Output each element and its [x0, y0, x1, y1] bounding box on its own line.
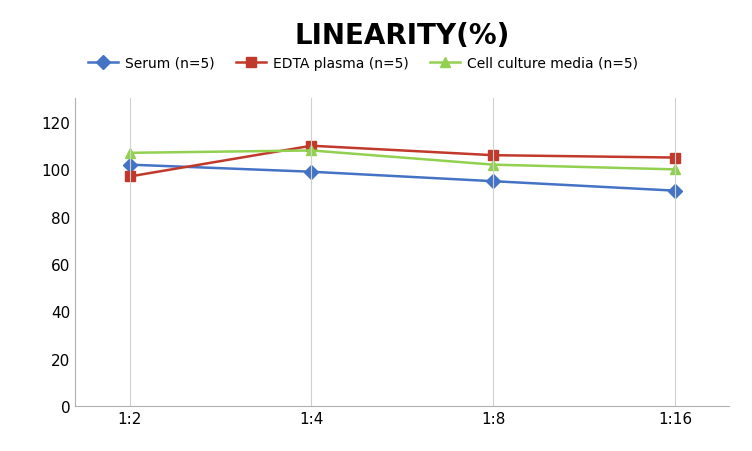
Legend: Serum (n=5), EDTA plasma (n=5), Cell culture media (n=5): Serum (n=5), EDTA plasma (n=5), Cell cul… — [82, 51, 644, 76]
Cell culture media (n=5) — [125, 151, 134, 156]
Serum (n=5) — [671, 189, 680, 194]
EDTA plasma (n=5) — [671, 156, 680, 161]
Line: EDTA plasma (n=5): EDTA plasma (n=5) — [125, 142, 680, 182]
Cell culture media (n=5) — [671, 167, 680, 173]
Line: Serum (n=5): Serum (n=5) — [125, 161, 680, 196]
EDTA plasma (n=5) — [125, 175, 134, 180]
Line: Cell culture media (n=5): Cell culture media (n=5) — [125, 146, 680, 175]
EDTA plasma (n=5) — [489, 153, 498, 159]
Serum (n=5) — [307, 170, 316, 175]
Cell culture media (n=5) — [489, 162, 498, 168]
Serum (n=5) — [489, 179, 498, 184]
Serum (n=5) — [125, 162, 134, 168]
Title: LINEARITY(%): LINEARITY(%) — [295, 22, 510, 50]
EDTA plasma (n=5) — [307, 144, 316, 149]
Cell culture media (n=5) — [307, 148, 316, 154]
